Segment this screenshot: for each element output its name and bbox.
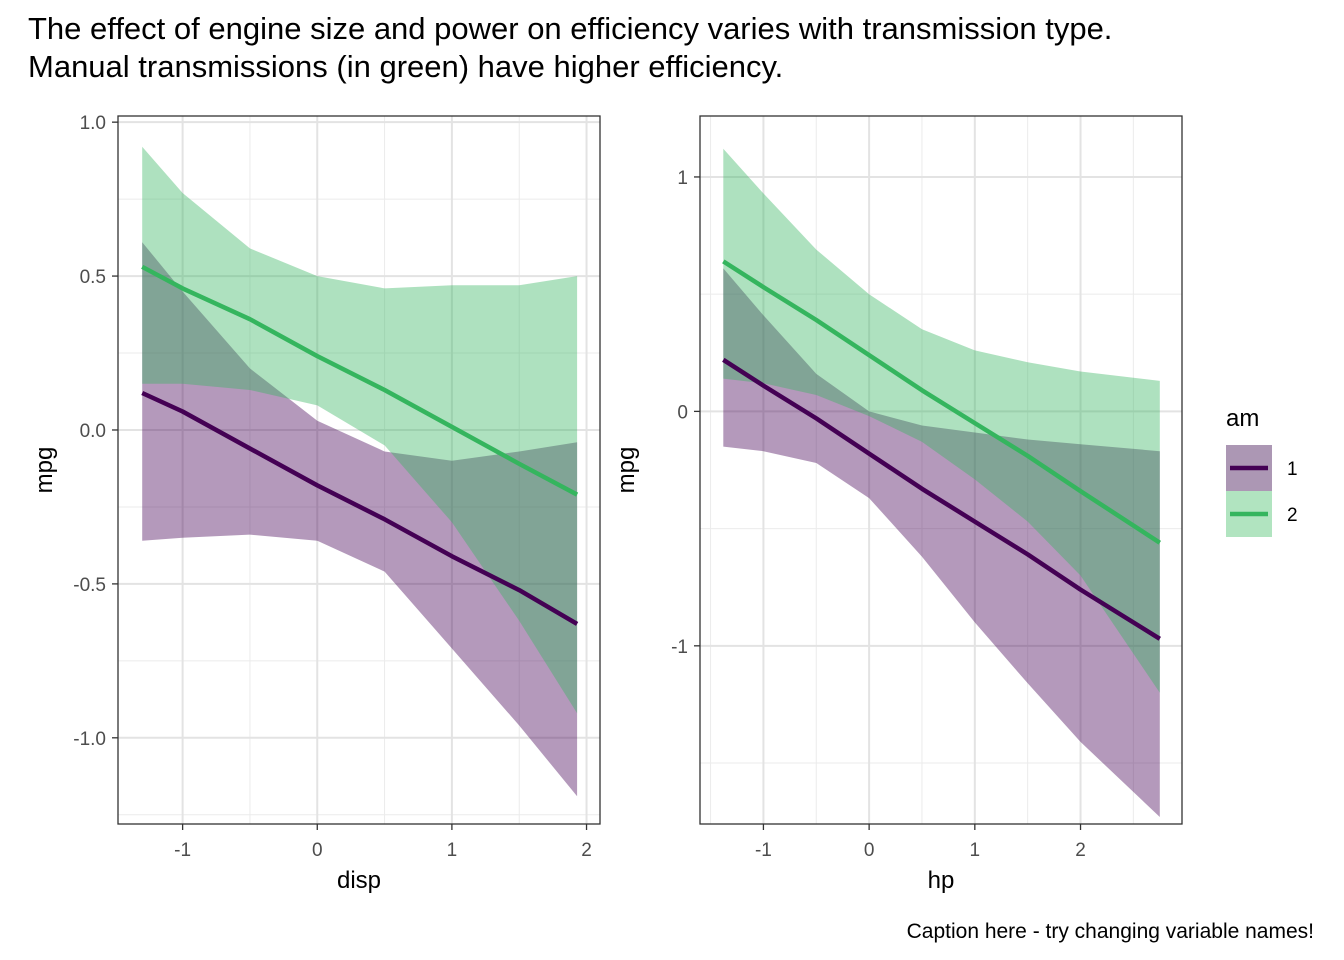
x-tick-label: 1 <box>447 840 458 861</box>
y-tick-label: 0.0 <box>80 421 106 442</box>
plot-area <box>141 146 579 797</box>
y-axis-title: mpg <box>613 447 640 494</box>
x-axis-title: hp <box>928 867 955 894</box>
x-tick-label: -1 <box>755 840 772 861</box>
line-series-2 <box>722 259 1162 545</box>
x-tick-label: 0 <box>312 840 323 861</box>
y-tick-label: 1.0 <box>80 113 106 134</box>
y-tick-label: 0 <box>677 402 688 423</box>
x-tick-label: 2 <box>581 840 592 861</box>
chart-panel-2: -1 0 1 2 -1 0 1 hp mpg <box>613 115 1183 894</box>
panel-border <box>699 115 1183 825</box>
chart-panel-1: -1 0 1 2 -1.0 -0.5 0.0 0.5 1.0 disp mpg <box>31 113 601 894</box>
line-series-1 <box>141 390 579 626</box>
confidence-band-series-1 <box>142 242 578 797</box>
chart-title-line-1: The effect of engine size and power on e… <box>28 11 1113 46</box>
y-tick-label: -1 <box>671 637 688 658</box>
y-tick-label: -1.0 <box>73 729 106 750</box>
chart-caption: Caption here - try changing variable nam… <box>906 920 1314 943</box>
legend-item-1: 1 <box>1226 445 1298 491</box>
chart-title-line-2: Manual transmissions (in green) have hig… <box>28 49 784 84</box>
legend-label: 1 <box>1287 459 1298 480</box>
y-tick-label: -0.5 <box>73 575 106 596</box>
y-tick-label: 0.5 <box>80 267 106 288</box>
confidence-band-series-1 <box>723 268 1160 817</box>
plot-area <box>722 148 1162 817</box>
panel-border <box>117 115 601 825</box>
line-series-1 <box>722 357 1161 641</box>
x-tick-label: 1 <box>970 840 981 861</box>
x-tick-label: 0 <box>864 840 875 861</box>
legend-title: am <box>1226 405 1259 432</box>
legend-item-2: 2 <box>1226 491 1298 537</box>
legend-label: 2 <box>1287 505 1298 526</box>
line-series-2 <box>141 264 579 497</box>
y-tick-label: 1 <box>677 168 688 189</box>
x-axis-title: disp <box>337 867 381 894</box>
legend: am 1 2 <box>1226 405 1298 537</box>
confidence-band-series-2 <box>142 146 578 714</box>
y-axis-title: mpg <box>31 447 58 494</box>
x-tick-label: -1 <box>174 840 191 861</box>
x-tick-label: 2 <box>1075 840 1086 861</box>
confidence-band-series-2 <box>723 148 1160 693</box>
